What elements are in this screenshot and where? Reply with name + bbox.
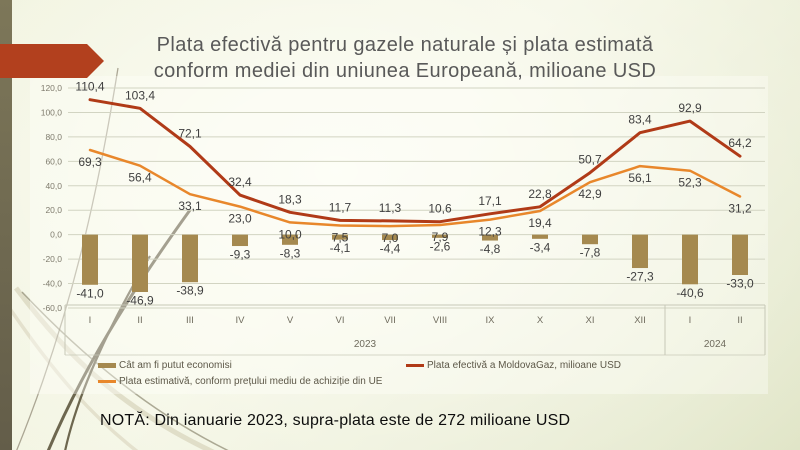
svg-text:11,7: 11,7: [329, 200, 352, 214]
svg-text:22,8: 22,8: [528, 187, 552, 201]
svg-text:7,9: 7,9: [432, 230, 449, 244]
svg-text:92,9: 92,9: [678, 101, 702, 115]
bar-series: [82, 234, 748, 292]
line-series-0: [88, 98, 742, 224]
svg-text:56,1: 56,1: [628, 171, 652, 185]
svg-text:110,4: 110,4: [75, 80, 104, 94]
svg-text:23,0: 23,0: [228, 212, 252, 226]
svg-text:7,0: 7,0: [382, 231, 399, 245]
svg-text:II: II: [737, 315, 742, 326]
svg-text:19,4: 19,4: [528, 216, 552, 230]
legend-label-estimated: Plata estimativă, conform prețului mediu…: [119, 376, 383, 387]
svg-text:XI: XI: [586, 315, 595, 326]
svg-text:72,1: 72,1: [178, 127, 202, 141]
svg-text:-2,6: -2,6: [430, 239, 451, 253]
svg-text:0,0: 0,0: [50, 230, 62, 240]
svg-text:103,4: 103,4: [125, 88, 155, 102]
svg-text:18,3: 18,3: [278, 192, 302, 206]
left-edge-bar-decoration: [0, 0, 12, 450]
svg-text:V: V: [287, 315, 294, 326]
svg-text:-4,8: -4,8: [480, 242, 501, 256]
svg-text:17,1: 17,1: [478, 194, 502, 208]
svg-text:11,3: 11,3: [379, 201, 402, 215]
svg-text:40,0: 40,0: [45, 181, 62, 191]
svg-text:2023: 2023: [354, 339, 377, 350]
svg-text:80,0: 80,0: [45, 132, 62, 142]
svg-text:2024: 2024: [704, 339, 727, 350]
slide-title-line-1: Plata efectivă pentru gazele naturale și…: [156, 34, 654, 56]
svg-text:-60,0: -60,0: [43, 303, 63, 313]
note-text: NOTĂ: Din ianuarie 2023, supra-plata est…: [100, 412, 571, 429]
svg-text:-7,8: -7,8: [580, 246, 601, 260]
legend-label-effective: Plata efectivă a MoldovaGaz, milioane US…: [427, 360, 621, 371]
svg-text:-20,0: -20,0: [43, 254, 63, 264]
legend-item-savings: Cât am fi putut economisi: [98, 360, 406, 371]
svg-text:-8,3: -8,3: [280, 246, 301, 260]
svg-text:10,6: 10,6: [428, 202, 452, 216]
svg-text:-41,0: -41,0: [76, 286, 104, 300]
svg-text:IV: IV: [236, 315, 246, 326]
slide-title: Plata efectivă pentru gazele naturale și…: [90, 32, 720, 84]
slide-title-line-2: conform mediei din uniunea Europeană, mi…: [153, 60, 657, 82]
svg-text:20,0: 20,0: [45, 205, 62, 215]
svg-text:-9,3: -9,3: [230, 248, 251, 262]
legend-item-effective: Plata efectivă a MoldovaGaz, milioane US…: [406, 360, 621, 371]
svg-text:-46,9: -46,9: [126, 293, 154, 307]
legend-label-savings: Cât am fi putut economisi: [119, 360, 232, 371]
svg-text:VI: VI: [336, 315, 345, 326]
svg-text:-38,9: -38,9: [176, 284, 204, 298]
svg-text:69,3: 69,3: [78, 155, 102, 169]
orange-line-swatch-icon: [98, 380, 116, 383]
legend-item-estimated: Plata estimativă, conform prețului mediu…: [98, 376, 382, 387]
svg-text:VIII: VIII: [433, 315, 447, 326]
svg-text:X: X: [537, 315, 544, 326]
svg-text:60,0: 60,0: [45, 156, 62, 166]
bar-swatch-icon: [98, 363, 116, 368]
svg-text:III: III: [186, 315, 194, 326]
y-axis-ticks: 120,0 100,0 80,0 60,0 40,0 20,0 0,0 -20,0 -40,0 -…: [41, 83, 63, 313]
red-arrow-decoration: [0, 44, 104, 78]
svg-text:42,9: 42,9: [578, 187, 602, 201]
line-series-1: [88, 148, 742, 228]
svg-text:-33,0: -33,0: [726, 277, 754, 291]
svg-text:33,1: 33,1: [178, 199, 202, 213]
svg-text:-40,6: -40,6: [676, 286, 704, 300]
svg-text:31,2: 31,2: [728, 202, 752, 216]
svg-text:-3,4: -3,4: [530, 240, 551, 254]
svg-text:10,0: 10,0: [278, 227, 302, 241]
gridlines: [68, 87, 765, 309]
svg-text:100,0: 100,0: [41, 107, 63, 117]
svg-text:-27,3: -27,3: [626, 270, 654, 284]
svg-text:I: I: [89, 315, 92, 326]
svg-text:52,3: 52,3: [678, 176, 702, 190]
svg-text:VII: VII: [384, 315, 396, 326]
data-labels: -41,0 -46,9 -38,9 -9,3 -8,3 -4,1 -4,4 -2,6 -4,8 -…: [75, 80, 754, 308]
svg-text:-4,4: -4,4: [380, 242, 401, 256]
svg-text:7,5: 7,5: [332, 231, 349, 245]
svg-text:12,3: 12,3: [478, 225, 502, 239]
svg-text:IX: IX: [486, 315, 496, 326]
svg-text:64,2: 64,2: [728, 136, 752, 150]
red-line-swatch-icon: [406, 364, 424, 367]
svg-text:56,4: 56,4: [128, 171, 152, 185]
svg-text:120,0: 120,0: [41, 83, 63, 93]
svg-text:50,7: 50,7: [578, 153, 602, 167]
svg-text:II: II: [137, 315, 142, 326]
chart-legend: Cât am fi putut economisi Plata efectivă…: [98, 360, 718, 392]
svg-text:32,4: 32,4: [228, 175, 252, 189]
svg-text:83,4: 83,4: [628, 113, 652, 127]
svg-text:-4,1: -4,1: [330, 241, 351, 255]
svg-text:I: I: [689, 315, 692, 326]
svg-text:XII: XII: [634, 315, 646, 326]
svg-text:-40,0: -40,0: [43, 279, 63, 289]
